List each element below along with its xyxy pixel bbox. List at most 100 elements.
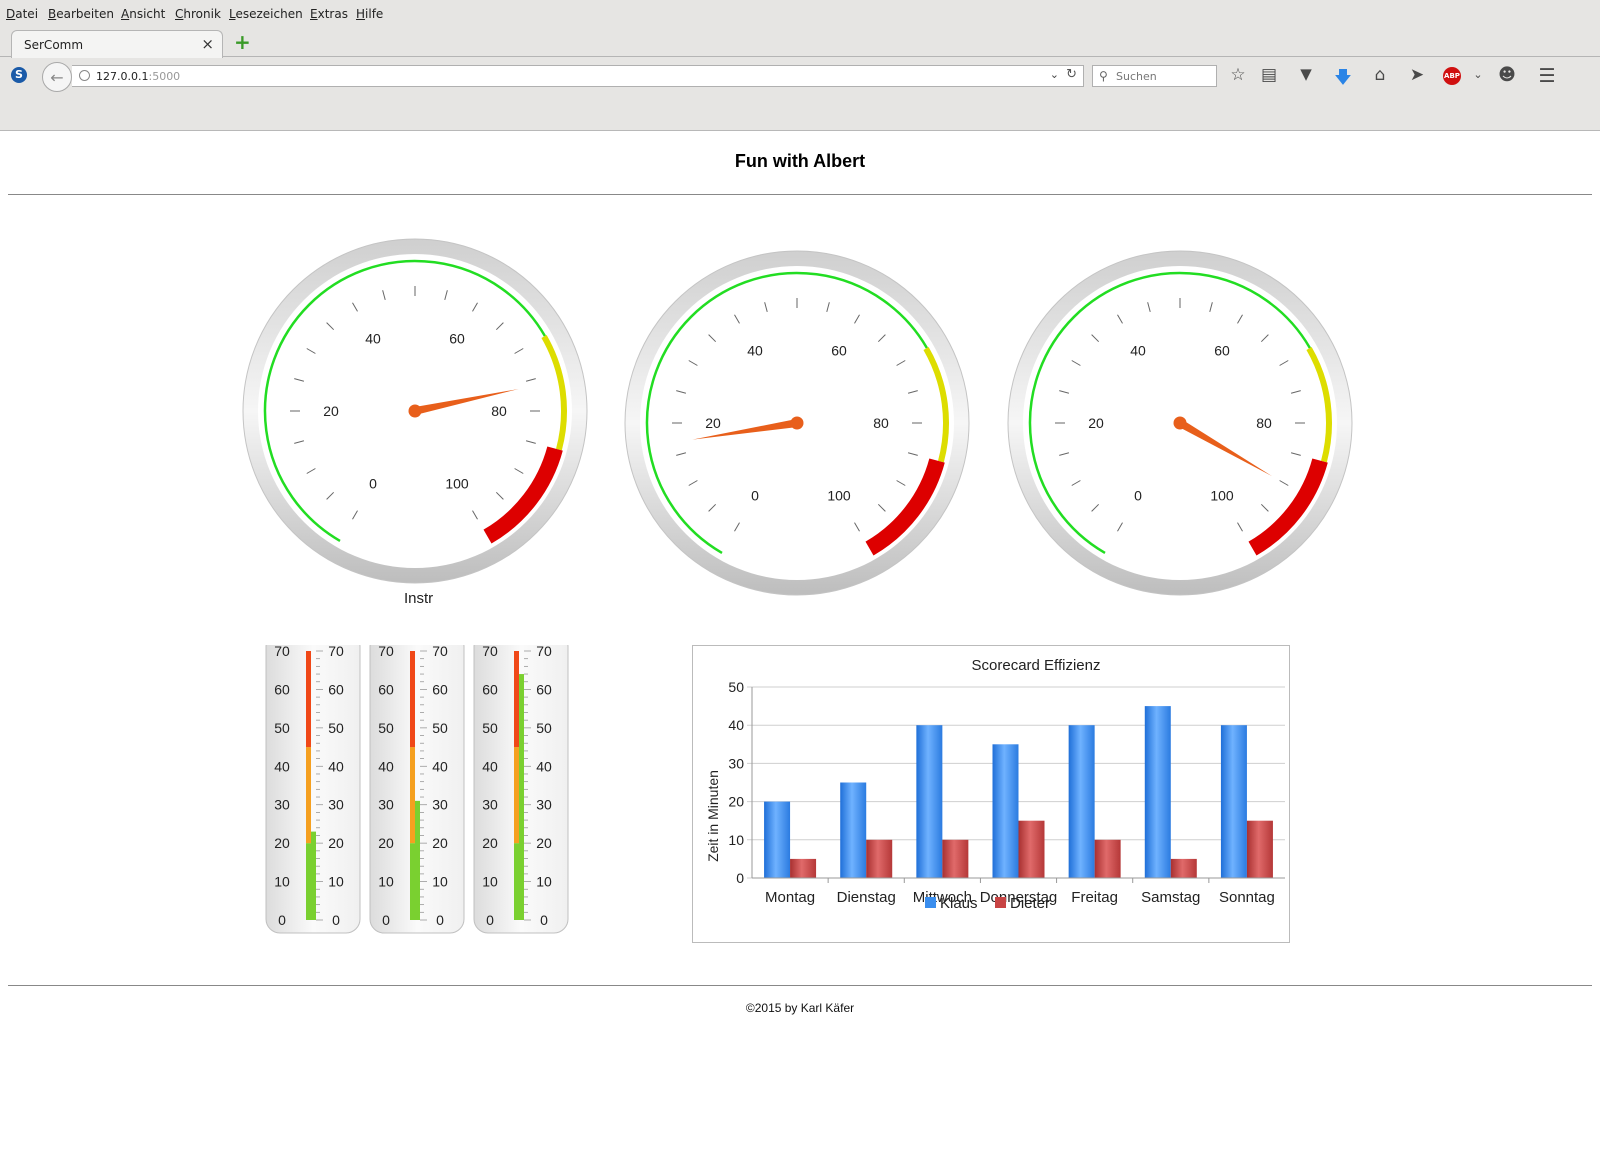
thermometer-band: [306, 651, 311, 748]
bar-klaus: [992, 744, 1019, 878]
send-icon[interactable]: ➤: [1409, 65, 1425, 85]
x-tick-label: Montag: [765, 889, 815, 906]
x-tick-label: Dienstag: [837, 889, 896, 906]
thermometer-label-left: 0: [382, 912, 390, 928]
gauge-band: [1028, 271, 1311, 554]
gauge-tick: [854, 314, 860, 324]
y-tick-label: 10: [728, 832, 744, 848]
menu-bearbeiten[interactable]: Bearbeiten: [48, 7, 114, 21]
download-icon[interactable]: 🡇: [1334, 68, 1352, 88]
gauge-tick: [907, 390, 918, 394]
gauge-tick: [676, 452, 687, 456]
gauge-tick: [877, 503, 886, 512]
thermometer-label-right: 10: [432, 874, 448, 890]
url-bar[interactable]: 127.0.0.1:5000 ⌄ ↻: [72, 65, 1084, 87]
gauge-tick: [306, 348, 316, 354]
thermometer-label-right: 30: [536, 797, 552, 813]
y-tick-label: 40: [728, 717, 744, 733]
gauge-tick: [525, 378, 536, 382]
gauge-tick: [444, 290, 448, 301]
gauge-tick: [1091, 334, 1100, 343]
menu-lesezeichen[interactable]: Lesezeichen: [229, 7, 303, 21]
gauge-tick-label: 80: [873, 415, 889, 431]
close-icon[interactable]: ×: [201, 35, 214, 53]
gauge-tick: [1071, 360, 1081, 366]
gauge-tick: [907, 452, 918, 456]
gauge-tick: [306, 468, 316, 474]
thermometer-label-left: 60: [274, 681, 290, 697]
gauge-band: [1248, 458, 1328, 556]
bar-klaus: [1220, 725, 1247, 878]
bookmark-star-icon[interactable]: ☆: [1230, 65, 1246, 85]
thermometer-label-left: 30: [274, 797, 290, 813]
adblock-icon[interactable]: ABP: [1443, 67, 1461, 85]
bar-chart: Scorecard Effizienz Zeit in Minuten 0 10 2…: [692, 645, 1290, 943]
tab-sercomm[interactable]: SerComm ×: [11, 30, 223, 58]
gauge-2: 0 20 40 60 80 100: [624, 250, 970, 596]
bar-klaus: [916, 725, 943, 878]
menu-extras[interactable]: Extras: [310, 7, 348, 21]
thermometer-label-left: 40: [274, 758, 290, 774]
tab-strip: SerComm ×: [0, 26, 1600, 58]
thermometer-band: [410, 651, 415, 748]
legend-swatch-klaus: [925, 897, 936, 908]
gauge-needle: [414, 388, 519, 415]
thermometer-label-left: 50: [482, 720, 498, 736]
gauge-band: [483, 446, 563, 544]
menu-chronik[interactable]: Chronik: [175, 7, 221, 21]
site-logo-icon[interactable]: S: [11, 67, 27, 83]
gauge-tick: [896, 360, 906, 366]
thermometer-label-right: 70: [328, 645, 344, 659]
thermometer-label-right: 50: [328, 720, 344, 736]
chart-frame: [692, 645, 1290, 943]
search-input[interactable]: ⚲ Suchen: [1092, 65, 1217, 87]
new-tab-plus-icon[interactable]: +: [234, 30, 251, 54]
chevron-down-icon[interactable]: ⌄: [1049, 68, 1059, 81]
thermometer-2: 0 0 10 10 20 20 30 30 40 40 50 50 60 60 70 70: [369, 645, 465, 934]
thermometer-case: [265, 645, 361, 934]
bar-klaus: [1068, 725, 1095, 878]
url-text: 127.0.0.1:5000: [96, 70, 181, 83]
reading-list-icon[interactable]: ▤: [1260, 65, 1278, 85]
gauge-tick: [688, 360, 698, 366]
thermometer-label-left: 20: [482, 835, 498, 851]
chevron-down-icon[interactable]: ⌄: [1473, 68, 1483, 81]
thermometer-label-right: 60: [328, 681, 344, 697]
thermometer-label-left: 40: [378, 758, 394, 774]
thermometer-label-left: 20: [274, 835, 290, 851]
x-tick-label: Sonntag: [1219, 889, 1275, 906]
thermometer-label-right: 40: [328, 758, 344, 774]
gauge-tick: [1147, 302, 1151, 313]
menu-ansicht[interactable]: Ansicht: [121, 7, 166, 21]
bar-dieter: [942, 839, 969, 878]
gauge-tick: [1071, 480, 1081, 486]
thermometer-label-left: 70: [482, 645, 498, 659]
thermometer-label-right: 40: [432, 758, 448, 774]
gauge-tick: [1260, 503, 1269, 512]
hamburger-menu-icon[interactable]: ☰: [1538, 65, 1556, 87]
thermometer-3: 0 0 10 10 20 20 30 30 40 40 50 50 60 60 70 70: [473, 645, 569, 934]
reload-icon[interactable]: ↻: [1066, 67, 1077, 82]
gauge-3: 0 20 40 60 80 100: [1007, 250, 1353, 596]
pocket-icon[interactable]: ▼: [1300, 65, 1312, 83]
legend-swatch-dieter: [995, 897, 1006, 908]
back-button[interactable]: ←: [42, 62, 72, 92]
home-icon[interactable]: ⌂: [1374, 65, 1386, 85]
gauge-tick: [826, 302, 830, 313]
legend-label-klaus: Klaus: [940, 895, 978, 912]
gauge-tick: [294, 440, 305, 444]
chat-icon[interactable]: ☻: [1498, 65, 1516, 85]
gauge-tick: [1279, 360, 1289, 366]
thermometer-label-right: 10: [536, 874, 552, 890]
x-tick-label: Samstag: [1141, 889, 1200, 906]
gauge-tick-label: 60: [831, 342, 847, 358]
gauge-tick: [676, 390, 687, 394]
menu-datei[interactable]: Datei: [6, 7, 39, 21]
thermometer-label-right: 60: [536, 681, 552, 697]
gauge-band: [541, 335, 567, 451]
thermometer-label-left: 10: [274, 874, 290, 890]
thermometer-label-right: 20: [432, 835, 448, 851]
menu-hilfe[interactable]: Hilfe: [356, 7, 384, 21]
gauges-panel: 0 20 40 60 80 100 0 20 40 60 80 100 0 20 40 60 80 100: [242, 238, 1353, 596]
thermometer-label-left: 0: [278, 912, 286, 928]
